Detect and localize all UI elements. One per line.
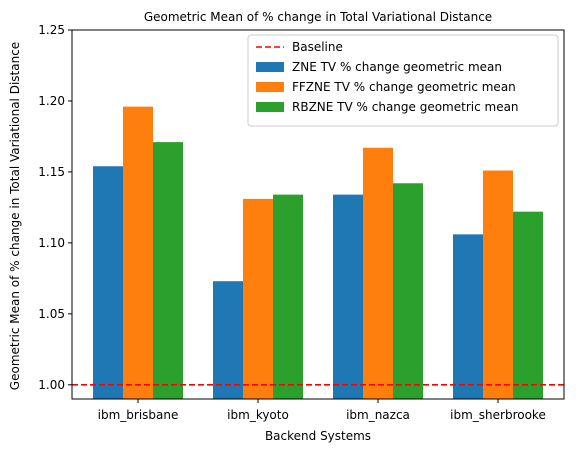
bar-s0-c3	[453, 234, 483, 399]
x-tick-label: ibm_brisbane	[98, 408, 179, 422]
legend-frame	[247, 34, 559, 127]
legend-label-s0: ZNE TV % change geometric mean	[292, 60, 502, 74]
bar-s2-c0	[153, 142, 183, 399]
legend-baseline-label: Baseline	[292, 40, 343, 54]
y-tick-label: 1.10	[38, 236, 65, 250]
bar-s1-c0	[123, 106, 153, 399]
legend-label-s1: FFZNE TV % change geometric mean	[292, 80, 516, 94]
legend: Baseline ZNE TV % change geometric mean FF…	[247, 34, 559, 127]
y-tick-label: 1.05	[38, 307, 65, 321]
bars-layer	[93, 106, 543, 399]
bar-s2-c2	[393, 183, 423, 399]
legend-swatch-s1	[256, 82, 284, 92]
legend-label-s2: RBZNE TV % change geometric mean	[292, 100, 519, 114]
y-tick-label: 1.25	[38, 23, 65, 37]
y-tick-label: 1.15	[38, 165, 65, 179]
y-axis: 1.00 1.05 1.10 1.15 1.20 1.25	[38, 23, 72, 392]
x-axis-label: Backend Systems	[265, 429, 371, 443]
x-tick-label: ibm_nazca	[346, 408, 410, 422]
y-tick-label: 1.00	[38, 378, 65, 392]
bar-s1-c3	[483, 170, 513, 399]
bar-s0-c1	[213, 281, 243, 399]
x-tick-label: ibm_kyoto	[227, 408, 289, 422]
bar-s0-c0	[93, 166, 123, 399]
y-tick-label: 1.20	[38, 94, 65, 108]
plot-frame	[71, 29, 565, 400]
x-axis: ibm_brisbane ibm_kyoto ibm_nazca ibm_sherbr…	[98, 399, 546, 422]
x-tick-label: ibm_sherbrooke	[450, 408, 546, 422]
y-axis-label: Geometric Mean of % change in Total Vari…	[8, 42, 22, 390]
bar-s2-c3	[513, 211, 543, 399]
legend-swatch-s0	[256, 62, 284, 72]
legend-swatch-s2	[256, 102, 284, 112]
bar-s0-c2	[333, 194, 363, 399]
chart-title: Geometric Mean of % change in Total Vari…	[144, 10, 492, 24]
bar-s2-c1	[273, 194, 303, 399]
bar-s1-c1	[243, 198, 273, 399]
bar-s1-c2	[363, 147, 393, 399]
